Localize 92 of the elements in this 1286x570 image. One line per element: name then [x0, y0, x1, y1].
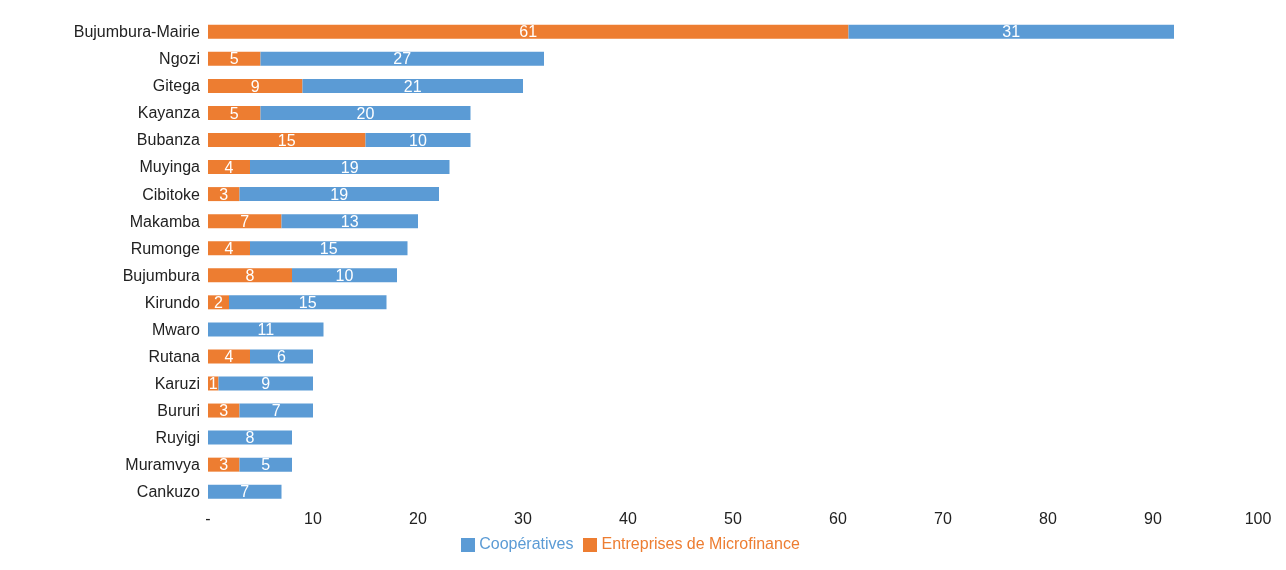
bar: [250, 349, 313, 364]
y-tick-label: Bujumbura: [122, 266, 201, 284]
data-label: 15: [277, 131, 296, 149]
bar: [208, 132, 366, 147]
data-label: 3: [219, 456, 229, 474]
bar: [229, 295, 387, 310]
data-label: 3: [219, 402, 229, 420]
y-tick-label: Gitega: [152, 77, 201, 95]
bar: [208, 430, 292, 445]
data-label: 4: [224, 348, 234, 366]
bar: [260, 51, 544, 66]
x-tick-label: 80: [1039, 510, 1057, 528]
y-tick-label: Mwaro: [151, 320, 201, 338]
data-label: 27: [393, 50, 412, 68]
y-tick-label: Bururi: [157, 401, 200, 419]
x-tick-label: 40: [619, 510, 637, 528]
bar: [218, 376, 313, 391]
bar: [302, 78, 523, 93]
y-tick-label: Cankuzo: [136, 483, 201, 501]
data-label: 4: [224, 158, 234, 176]
bar: [239, 187, 439, 202]
bar: [208, 268, 292, 283]
bar: [208, 484, 282, 499]
y-tick-label: Rumonge: [130, 239, 201, 257]
y-tick-label: Makamba: [129, 212, 201, 230]
bar: [848, 24, 1174, 39]
bar: [208, 214, 282, 229]
bar: [281, 214, 418, 229]
bar: [208, 160, 250, 175]
y-tick-label: Kirundo: [144, 293, 201, 311]
bar: [292, 268, 397, 283]
data-label: 5: [261, 456, 271, 474]
bar: [208, 349, 250, 364]
x-tick-label: 10: [304, 510, 322, 528]
data-label: 15: [298, 294, 317, 311]
bar: [260, 105, 471, 120]
bar: [208, 78, 303, 93]
data-label: 31: [1002, 23, 1021, 41]
data-label: 7: [271, 402, 281, 420]
data-label: 61: [519, 23, 538, 41]
x-tick-label: 50: [724, 510, 742, 528]
legend-label: Coopératives: [479, 535, 574, 552]
data-label: 6: [277, 348, 287, 366]
bar: [208, 51, 261, 66]
y-tick-label: Karuzi: [154, 374, 200, 392]
bar: [208, 322, 324, 337]
bar: [250, 241, 408, 256]
bar: [239, 457, 292, 472]
data-label: 5: [229, 50, 239, 68]
y-tick-label: Cibitoke: [142, 185, 201, 203]
bar: [365, 132, 471, 147]
data-label: 3: [219, 185, 229, 203]
bar: [208, 241, 250, 256]
data-label: 9: [261, 375, 271, 393]
y-tick-label: Muyinga: [139, 158, 201, 176]
data-label: 11: [257, 321, 275, 339]
x-tick-label: 20: [409, 510, 427, 528]
y-tick-label: Rutana: [148, 347, 201, 365]
x-tick-label: 60: [829, 510, 847, 528]
data-label: 15: [319, 239, 338, 257]
bar: [208, 105, 261, 120]
x-tick-label: 90: [1144, 510, 1162, 528]
x-tick-label: 30: [514, 510, 532, 528]
y-tick-label: Muramvya: [125, 456, 201, 474]
y-tick-label: Ngozi: [159, 50, 200, 68]
y-tick-label: Bubanza: [136, 131, 201, 149]
data-label: 19: [340, 158, 359, 176]
data-label: 8: [245, 429, 255, 447]
data-label: 7: [240, 212, 250, 230]
data-label: 1: [208, 375, 218, 393]
x-tick-label: 100: [1244, 510, 1272, 528]
legend-label: Entreprises de Microfinance: [601, 535, 800, 552]
data-label: 5: [229, 104, 239, 122]
data-label: 10: [335, 266, 354, 284]
y-tick-label: Kayanza: [137, 104, 201, 122]
bar: [250, 160, 450, 175]
x-tick-label: -: [205, 510, 211, 528]
bar: [208, 24, 849, 39]
data-label: 4: [224, 239, 234, 257]
bar: [239, 403, 313, 418]
data-label: 10: [409, 131, 427, 149]
data-label: 13: [340, 212, 359, 230]
y-tick-label: Ruyigi: [155, 429, 200, 447]
data-label: 20: [356, 104, 375, 122]
data-label: 8: [245, 266, 255, 284]
data-label: 21: [403, 77, 422, 95]
data-label: 7: [240, 483, 250, 501]
y-tick-label: Bujumbura-Mairie: [73, 23, 201, 41]
data-label: 2: [214, 294, 224, 311]
data-label: 19: [330, 185, 349, 203]
data-label: 9: [250, 77, 260, 95]
x-tick-label: 70: [934, 510, 952, 528]
